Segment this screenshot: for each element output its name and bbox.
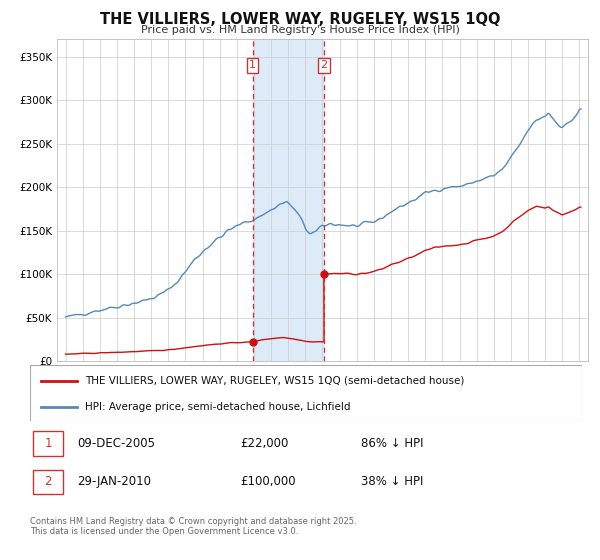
Text: THE VILLIERS, LOWER WAY, RUGELEY, WS15 1QQ: THE VILLIERS, LOWER WAY, RUGELEY, WS15 1… [100,12,500,27]
Text: 38% ↓ HPI: 38% ↓ HPI [361,475,424,488]
FancyBboxPatch shape [30,365,582,421]
Text: Contains HM Land Registry data © Crown copyright and database right 2025.
This d: Contains HM Land Registry data © Crown c… [30,517,356,536]
Text: 86% ↓ HPI: 86% ↓ HPI [361,437,424,450]
Text: 29-JAN-2010: 29-JAN-2010 [77,475,151,488]
Text: 09-DEC-2005: 09-DEC-2005 [77,437,155,450]
Bar [253,39,324,361]
Text: £22,000: £22,000 [240,437,288,450]
Text: 2: 2 [44,475,52,488]
FancyBboxPatch shape [33,470,63,494]
Text: Price paid vs. HM Land Registry's House Price Index (HPI): Price paid vs. HM Land Registry's House … [140,25,460,35]
Text: 2: 2 [320,60,328,71]
Text: THE VILLIERS, LOWER WAY, RUGELEY, WS15 1QQ (semi-detached house): THE VILLIERS, LOWER WAY, RUGELEY, WS15 1… [85,376,464,386]
Text: 1: 1 [44,437,52,450]
Text: HPI: Average price, semi-detached house, Lichfield: HPI: Average price, semi-detached house,… [85,402,350,412]
FancyBboxPatch shape [33,432,63,456]
Text: 1: 1 [249,60,256,71]
Text: £100,000: £100,000 [240,475,295,488]
